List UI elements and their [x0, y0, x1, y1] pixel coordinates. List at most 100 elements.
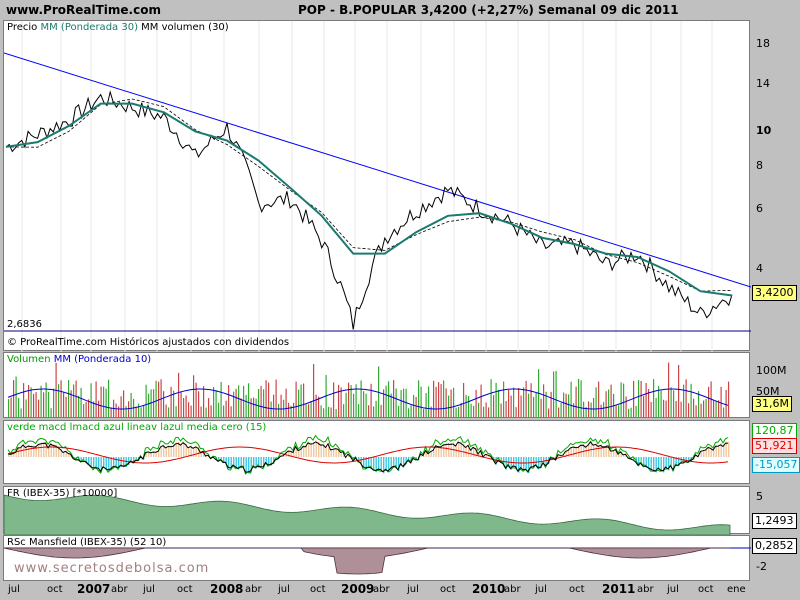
oscillator-bar: [155, 451, 157, 457]
chart-header: www.ProRealTime.com POP - B.POPULAR 3,42…: [0, 0, 800, 20]
oscillator-bar: [615, 448, 617, 457]
volume-bar: [155, 380, 157, 417]
volume-bar: [505, 401, 507, 417]
volume-bar: [478, 402, 480, 417]
volume-bar: [420, 386, 422, 417]
volume-bar: [598, 381, 600, 417]
oscillator-bar: [340, 451, 342, 457]
volume-bar: [533, 397, 535, 417]
volume-bar: [650, 402, 652, 417]
price-panel[interactable]: Precio MM (Ponderada 30) MM volumen (30)…: [3, 20, 751, 352]
volume-bar: [423, 408, 425, 417]
volume-bar: [88, 399, 90, 417]
oscillator-bar: [553, 457, 555, 459]
volume-bar: [448, 395, 450, 417]
trendline: [4, 52, 751, 288]
rsc-svg: [4, 547, 751, 575]
price-legend: Precio MM (Ponderada 30) MM volumen (30): [7, 22, 229, 33]
oscillator-bar: [148, 451, 150, 457]
oscillator-bar: [620, 451, 622, 457]
oscillator-bar: [273, 457, 275, 464]
x-tick-label: 2007: [77, 582, 111, 596]
volume-bar: [90, 383, 92, 417]
oscillator-bar: [188, 446, 190, 457]
volume-bar: [160, 379, 162, 417]
volume-bar: [138, 403, 140, 417]
volume-bar: [523, 387, 525, 417]
oscillator-bar: [230, 457, 232, 470]
volume-bar: [328, 406, 330, 417]
volume-bar: [20, 408, 22, 417]
volume-bar: [615, 405, 617, 417]
volume-bar: [470, 403, 472, 417]
volume-bar: [253, 397, 255, 417]
oscillator-bar: [715, 445, 717, 457]
volume-bar: [240, 398, 242, 417]
volume-bar: [243, 385, 245, 417]
osc-red-series: [7, 446, 729, 464]
volume-bar: [675, 401, 677, 417]
volume-bar: [208, 398, 210, 417]
fr-legend: FR (IBEX-35) [*10000]: [7, 488, 118, 499]
volume-bar: [395, 388, 397, 417]
oscillator-bar: [455, 444, 457, 457]
oscillator-bar: [325, 446, 327, 457]
oscillator-bar: [315, 440, 317, 457]
volume-bar: [305, 404, 307, 417]
oscillator-bar: [63, 452, 65, 457]
volume-bar: [140, 407, 142, 417]
volume-bar: [205, 407, 207, 417]
oscillator-bar: [220, 457, 222, 461]
volume-bar: [100, 386, 102, 417]
oscillator-bar: [333, 448, 335, 457]
x-tick-label: abr: [504, 584, 521, 595]
oscillator-bar: [423, 455, 425, 457]
volume-bar: [568, 394, 570, 417]
volume-bar: [635, 405, 637, 417]
volume-panel[interactable]: Volumen MM (Ponderada 10): [3, 352, 750, 418]
fr-panel[interactable]: FR (IBEX-35) [*10000]: [3, 486, 750, 535]
volume-bar: [683, 384, 685, 417]
volume-bar: [28, 385, 30, 417]
oscillator-panel[interactable]: verde macd lmacd azul lineav lazul media…: [3, 420, 750, 484]
volume-bar: [573, 403, 575, 417]
volume-bar: [590, 402, 592, 417]
oscillator-bar: [670, 457, 672, 467]
volume-bar: [290, 405, 292, 417]
volume-bar: [495, 382, 497, 417]
volume-bar: [298, 389, 300, 417]
oscillator-bar: [590, 440, 592, 457]
volume-bar: [45, 382, 47, 417]
volume-bar: [178, 372, 180, 417]
volume-last-badge: 31,6M: [752, 396, 792, 412]
oscillator-bar: [470, 449, 472, 457]
volume-bar: [250, 398, 252, 417]
oscillator-bar: [428, 453, 430, 457]
price-footer: © ProRealTime.com Históricos ajustados c…: [7, 337, 290, 348]
oscillator-bar: [688, 457, 690, 463]
oscillator-bar: [728, 441, 730, 457]
volume-bar: [460, 402, 462, 417]
oscillator-bar: [675, 457, 677, 467]
oscillator-bar: [368, 457, 370, 469]
volume-bar: [535, 392, 537, 417]
oscillator-bar: [55, 444, 57, 457]
oscillator-bar: [135, 457, 137, 461]
oscillator-bar: [28, 444, 30, 457]
volume-bar: [550, 391, 552, 417]
volume-bar: [693, 398, 695, 417]
osc-badge-3: -15,057: [752, 457, 800, 473]
oscillator-bar: [338, 448, 340, 457]
volume-bar: [248, 383, 250, 417]
oscillator-bar: [110, 457, 112, 471]
site-name[interactable]: www.ProRealTime.com: [6, 3, 161, 17]
volume-bar: [528, 393, 530, 417]
volume-bar: [273, 394, 275, 417]
volume-bar: [610, 384, 612, 417]
volume-bar: [213, 387, 215, 417]
rsc-panel[interactable]: RSc Mansfield (IBEX-35) (52 10): [3, 535, 751, 581]
oscillator-bar: [205, 455, 207, 457]
volume-bar: [33, 393, 35, 417]
oscillator-bar: [323, 443, 325, 457]
volume-bar: [183, 398, 185, 417]
